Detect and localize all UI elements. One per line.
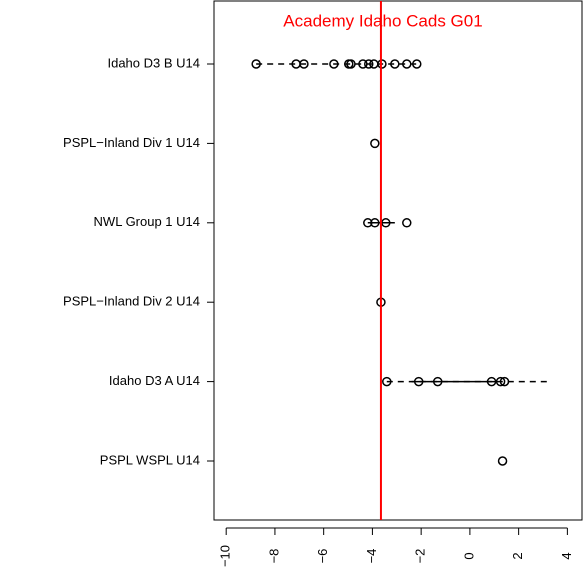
x-tick-label: 0 — [461, 552, 476, 559]
point — [364, 59, 374, 69]
point — [486, 376, 497, 387]
x-tick-label: −10 — [218, 545, 233, 567]
point — [370, 138, 380, 149]
point — [390, 59, 400, 69]
x-tick-label: −8 — [266, 549, 281, 564]
point — [363, 218, 373, 228]
y-tick-label: PSPL WSPL U14 — [100, 452, 200, 467]
x-tick-label: 2 — [510, 552, 525, 559]
y-tick-label: PSPL−Inland Div 1 U14 — [63, 135, 200, 150]
y-tick-label: NWL Group 1 U14 — [94, 214, 200, 229]
point — [412, 59, 422, 69]
point — [299, 59, 309, 69]
x-tick-label: −6 — [315, 549, 330, 564]
point — [497, 456, 508, 466]
plot-frame — [213, 0, 583, 521]
point — [358, 59, 368, 69]
point — [346, 59, 356, 69]
point — [499, 376, 510, 387]
x-tick-label: 4 — [559, 552, 574, 559]
point — [251, 59, 261, 69]
point — [413, 376, 424, 387]
point — [495, 376, 506, 387]
y-tick-label: Idaho D3 A U14 — [109, 373, 200, 388]
y-tick-label: Idaho D3 B U14 — [107, 55, 200, 70]
point — [402, 218, 412, 228]
point — [370, 218, 380, 228]
chart-title: Academy Idaho Cads G01 — [283, 11, 482, 30]
point — [382, 376, 392, 387]
point — [432, 376, 443, 387]
x-tick-label: −2 — [413, 549, 428, 564]
point — [402, 59, 412, 69]
point — [329, 59, 339, 69]
y-tick-label: PSPL−Inland Div 2 U14 — [63, 294, 200, 309]
x-tick-label: −4 — [364, 549, 379, 564]
